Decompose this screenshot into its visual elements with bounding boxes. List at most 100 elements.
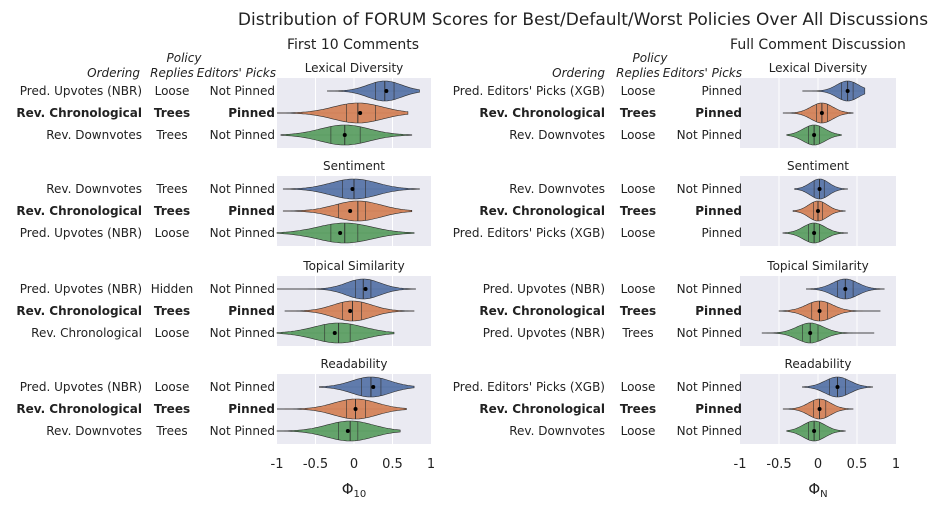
column-full-comment-discussion: Full Comment Discussion Policy Ordering Rep… (453, 37, 906, 500)
panel-title: Lexical Diversity (769, 61, 868, 75)
row-ordering-label: Pred. Editors' Picks (XGB) (453, 380, 605, 394)
violin-mean-dot (332, 331, 337, 335)
row-editors-label: Not Pinned (210, 282, 275, 296)
row-editors-label: Pinned (695, 204, 742, 218)
row-ordering-label: Pred. Editors' Picks (XGB) (453, 84, 605, 98)
violin-body (276, 222, 415, 244)
row-ordering-label: Rev. Chronological (479, 106, 605, 120)
header-replies: Replies (150, 66, 194, 80)
header-editors-picks: Editors' Picks (197, 66, 276, 80)
row-ordering-label: Rev. Downvotes (509, 182, 605, 196)
header-policy: Policy (633, 51, 669, 65)
violin-mean-dot (345, 429, 350, 433)
row-replies-label: Trees (620, 204, 656, 218)
row-editors-label: Not Pinned (210, 182, 275, 196)
header-replies: Replies (616, 66, 660, 80)
panel-title: Sentiment (787, 159, 849, 173)
violin-mean-dot (817, 407, 822, 411)
row-ordering-label: Rev. Downvotes (46, 182, 142, 196)
violin-mean-dot (817, 187, 822, 191)
row-editors-label: Pinned (701, 226, 742, 240)
violin-mean-dot (845, 89, 850, 93)
row-replies-label: Trees (154, 204, 190, 218)
panel-title: Lexical Diversity (305, 61, 404, 75)
violin-mean-dot (350, 187, 355, 191)
header-policy: Policy (167, 51, 203, 65)
row-replies-label: Loose (155, 326, 190, 340)
violin-mean-dot (812, 429, 817, 433)
column-subtitle: First 10 Comments (287, 37, 419, 53)
row-replies-label: Loose (155, 380, 190, 394)
figure-title: Distribution of FORUM Scores for Best/De… (238, 10, 928, 30)
violin-mean-dot (819, 111, 824, 115)
violin-body (319, 376, 415, 398)
violin-body (802, 80, 866, 102)
row-replies-label: Loose (621, 84, 656, 98)
panel-sentiment: Sentiment Rev. Downvotes Loose Not Pinned Re… (453, 159, 896, 246)
row-ordering-label: Pred. Upvotes (NBR) (20, 282, 142, 296)
panel-title: Topical Similarity (302, 259, 404, 273)
row-ordering-label: Rev. Chronological (31, 326, 142, 340)
x-tick-label: 1 (427, 457, 435, 472)
row-replies-label: Loose (155, 226, 190, 240)
x-tick-label: 0 (814, 457, 822, 472)
row-editors-label: Pinned (695, 304, 742, 318)
row-replies-label: Trees (154, 402, 190, 416)
row-editors-label: Not Pinned (210, 380, 275, 394)
row-replies-label: Loose (155, 84, 190, 98)
row-replies-label: Trees (620, 304, 656, 318)
row-replies-label: Loose (621, 424, 656, 438)
row-editors-label: Pinned (228, 304, 275, 318)
x-tick-label: 0 (350, 457, 358, 472)
row-replies-label: Trees (154, 304, 190, 318)
row-editors-label: Not Pinned (210, 84, 275, 98)
violin-body (327, 80, 420, 102)
row-editors-label: Pinned (228, 204, 275, 218)
violin-mean-dot (812, 231, 817, 235)
row-ordering-label: Rev. Chronological (479, 402, 605, 416)
violin-mean-dot (843, 287, 848, 291)
column-subtitle: Full Comment Discussion (730, 37, 906, 53)
violin-mean-dot (358, 111, 363, 115)
x-tick-label: 0.5 (382, 457, 403, 472)
row-ordering-label: Rev. Chronological (479, 204, 605, 218)
row-ordering-label: Rev. Downvotes (509, 128, 605, 142)
violin-mean-dot (363, 287, 368, 291)
row-replies-label: Trees (154, 106, 190, 120)
row-replies-label: Loose (621, 226, 656, 240)
x-tick-label: -0.5 (766, 457, 791, 472)
row-editors-label: Not Pinned (677, 424, 742, 438)
panel-title: Readability (785, 357, 852, 371)
row-editors-label: Not Pinned (210, 226, 275, 240)
panel-lexical-diversity: Lexical Diversity Pred. Editors' Picks (X… (453, 61, 896, 148)
panel-title: Sentiment (323, 159, 385, 173)
row-ordering-label: Rev. Chronological (16, 304, 142, 318)
row-editors-label: Not Pinned (677, 128, 742, 142)
x-tick-label: 0.5 (847, 457, 868, 472)
row-replies-label: Trees (621, 326, 653, 340)
violin-mean-dot (348, 309, 353, 313)
header-ordering: Ordering (552, 66, 605, 80)
row-ordering-label: Rev. Downvotes (46, 424, 142, 438)
row-ordering-label: Pred. Upvotes (NBR) (483, 282, 605, 296)
row-replies-label: Loose (621, 182, 656, 196)
row-replies-label: Trees (155, 128, 187, 142)
violin-mean-dot (348, 209, 353, 213)
violin-body (277, 278, 416, 300)
header-editors-picks: Editors' Picks (663, 66, 742, 80)
violin-mean-dot (816, 209, 820, 213)
violin-body (276, 102, 409, 124)
violin-mean-dot (808, 331, 813, 335)
violin-body (778, 300, 881, 322)
row-replies-label: Loose (621, 380, 656, 394)
violin-body (277, 398, 407, 420)
row-editors-label: Pinned (228, 106, 275, 120)
row-replies-label: Trees (620, 106, 656, 120)
row-ordering-label: Rev. Chronological (479, 304, 605, 318)
panel-title: Topical Similarity (766, 259, 868, 273)
row-replies-label: Loose (621, 282, 656, 296)
row-ordering-label: Rev. Downvotes (46, 128, 142, 142)
violin-mean-dot (812, 133, 817, 137)
violin-mean-dot (371, 385, 376, 389)
